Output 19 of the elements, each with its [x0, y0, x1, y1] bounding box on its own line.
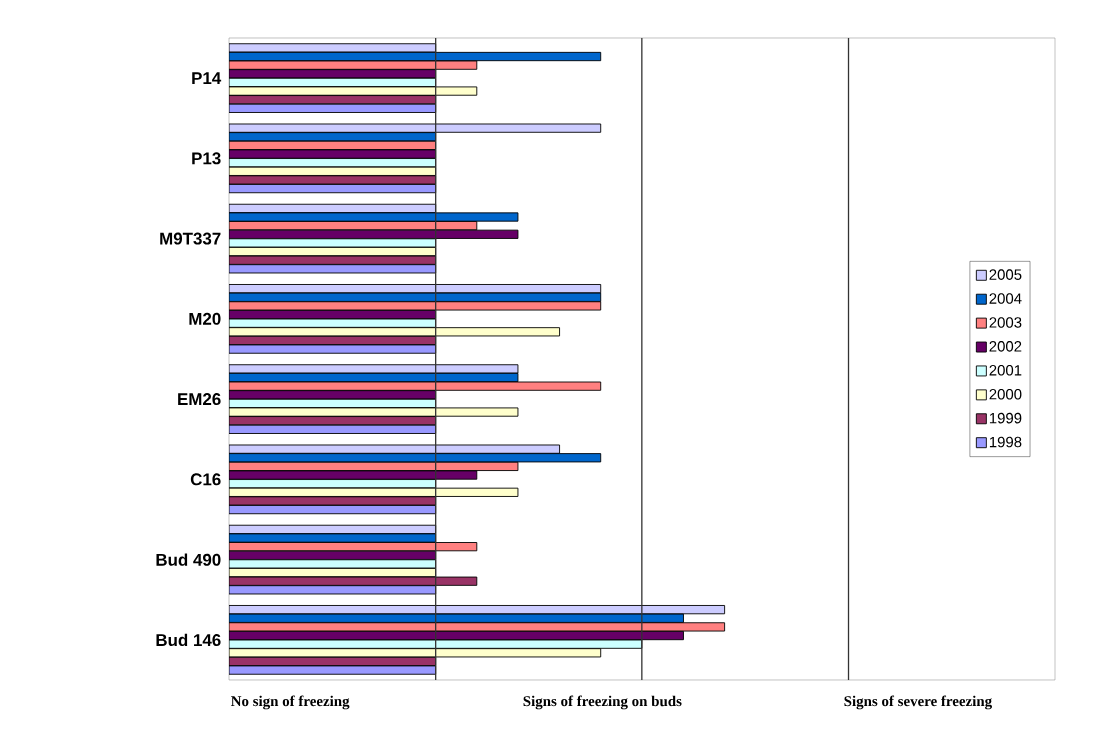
text: Signs of severe freezing: [844, 695, 992, 710]
y-tick-label: C16: [190, 473, 221, 486]
y-tick-label: M20: [189, 312, 221, 325]
legend-label: 2002: [989, 341, 1022, 352]
text: No sign of freezing: [231, 695, 350, 710]
y-tick-label: EM26: [178, 393, 221, 406]
legend-label: 2000: [989, 388, 1022, 400]
y-tick-label: Bud 146: [156, 633, 221, 647]
legend-label: 2004: [989, 293, 1022, 304]
legend-label: 2005: [989, 269, 1022, 280]
legend-label: 2003: [989, 317, 1022, 328]
legend-label: 1998: [989, 436, 1022, 448]
y-tick-label: Bud 490: [156, 553, 221, 566]
legend-label: 2001: [989, 364, 1022, 376]
y-tick-label: P13: [192, 152, 221, 165]
text: Signs of freezing on buds: [523, 695, 682, 710]
y-tick-label: M9T337: [160, 232, 221, 245]
y-tick-label: P14: [192, 72, 222, 84]
legend-label: 1999: [989, 412, 1022, 424]
